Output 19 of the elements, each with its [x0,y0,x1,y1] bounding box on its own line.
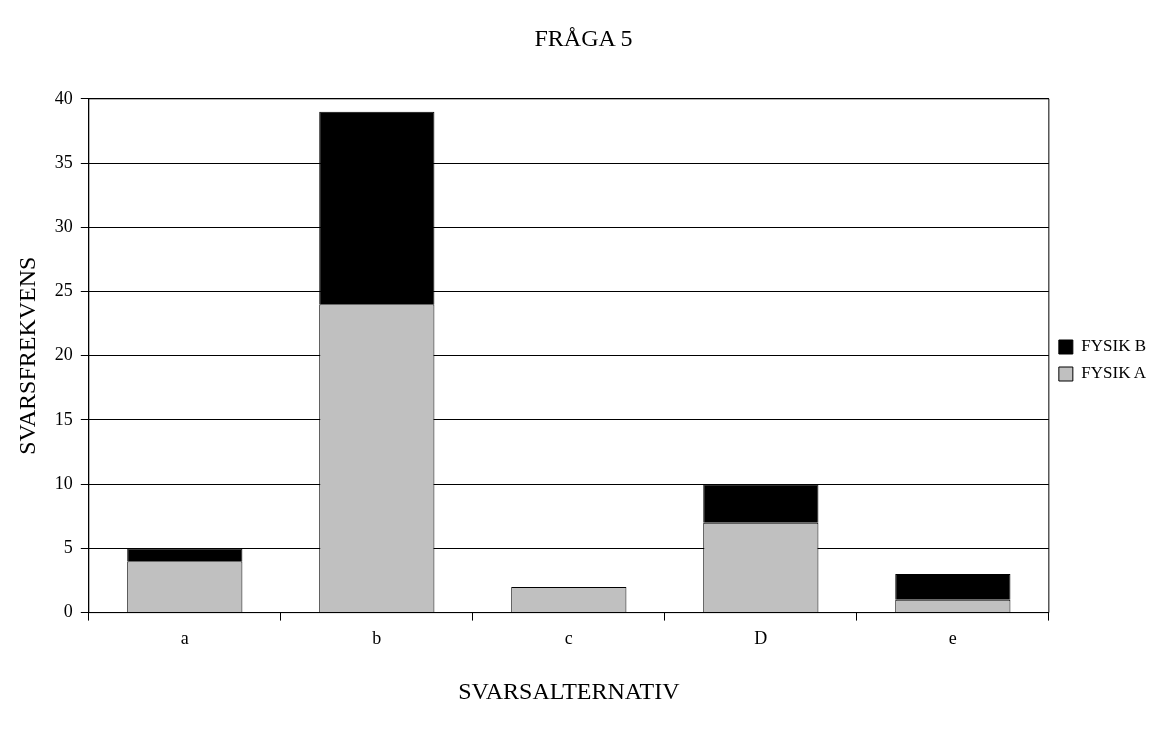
y-tick-label: 30 [54,215,73,236]
y-tick-label: 40 [54,87,73,108]
y-tick-label: 5 [63,537,73,558]
y-tick-label: 35 [54,151,73,172]
legend-label: FYSIK B [1081,336,1147,356]
x-tick-label: e [948,628,957,649]
y-tick-label: 15 [54,408,73,429]
x-tick-label: b [372,628,382,649]
x-tick-label: D [754,628,768,649]
y-tick-label: 25 [54,280,73,301]
y-tick-label: 20 [54,344,73,365]
chart-title: FRÅGA 5 [534,24,633,51]
x-axis-title: SVARSALTERNATIV [458,677,681,704]
y-tick-label: 0 [63,601,73,622]
x-tick-label: c [564,628,573,649]
y-tick-label: 10 [54,472,73,493]
legend-label: FYSIK A [1081,363,1147,383]
y-axis-title: SVARSFREKVENS [13,256,40,455]
x-tick-label: a [180,628,189,649]
